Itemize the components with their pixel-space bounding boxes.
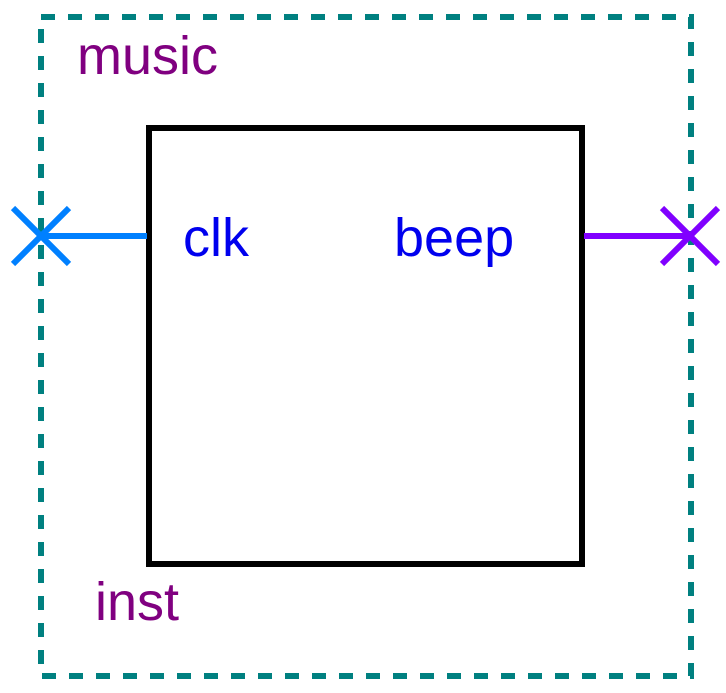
instance-name-label: inst [95,572,179,632]
output-port-label: beep [394,208,514,268]
instance-block [146,125,585,567]
input-terminal-icon [10,205,72,267]
module-boundary [38,14,694,679]
output-terminal-icon [659,205,721,267]
module-name-label: music [77,26,218,86]
input-port-label: clk [183,208,250,268]
